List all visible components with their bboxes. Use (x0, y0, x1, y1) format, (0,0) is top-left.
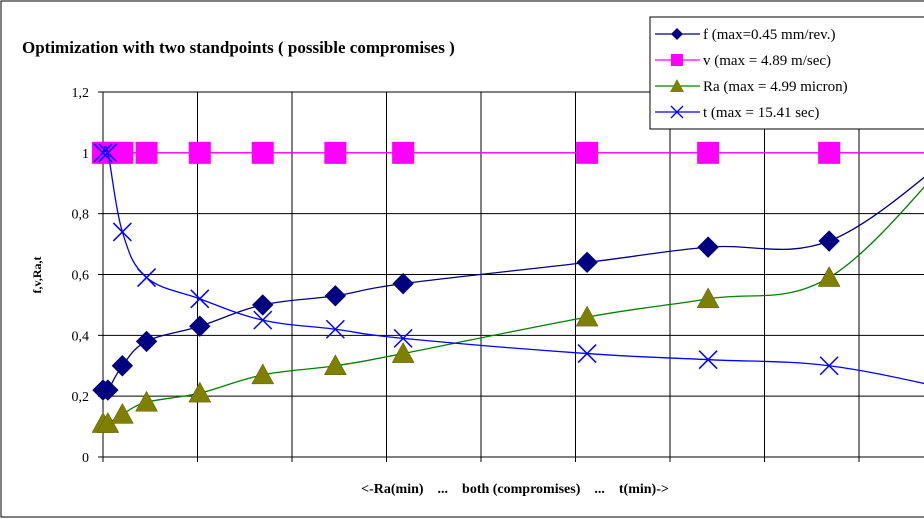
legend-marker (671, 54, 683, 66)
data-point (698, 350, 718, 370)
legend-marker (671, 28, 683, 40)
series-diamond (92, 176, 924, 401)
data-point (392, 141, 415, 164)
data-point (392, 272, 414, 295)
data-point (576, 251, 598, 274)
y-tick-labels: 0 0,2 0,4 0,6 0,8 1 1,2 (72, 86, 90, 466)
series-x (93, 143, 924, 385)
data-point (137, 268, 157, 288)
legend-label: v (max = 4.89 m/sec) (703, 53, 831, 69)
y-tick-label: 0 (82, 451, 89, 466)
legend-label: f (max=0.45 mm/rev.) (703, 27, 835, 43)
legend-item: v (max = 4.89 m/sec) (655, 53, 831, 69)
legend-item: f (max=0.45 mm/rev.) (655, 27, 835, 43)
y-tick-label: 1 (82, 147, 89, 162)
series-triangle (91, 186, 924, 433)
legend-item: Ra (max = 4.99 micron) (655, 79, 848, 95)
data-point (110, 402, 134, 424)
y-tick-label: 0,2 (72, 390, 90, 405)
data-point (188, 141, 211, 164)
data-point (189, 315, 211, 337)
data-point (818, 141, 841, 164)
data-point (393, 328, 413, 348)
data-point (391, 342, 415, 363)
legend: f (max=0.45 mm/rev.) v (max = 4.89 m/sec)… (649, 16, 924, 130)
data-point (98, 143, 118, 163)
legend-label: Ra (max = 4.99 micron) (703, 79, 848, 95)
series-group (91, 141, 924, 433)
x-axis-label: <-Ra(min) ... both (compromises) ... t(m… (361, 482, 669, 497)
data-point (576, 141, 599, 164)
data-point (696, 287, 720, 309)
data-point (251, 141, 274, 164)
data-point (324, 141, 347, 164)
data-point (135, 330, 158, 353)
data-point (323, 354, 347, 375)
y-axis-label: f,v,Ra,t (30, 257, 44, 294)
data-point (697, 236, 719, 258)
data-point (697, 141, 720, 164)
y-tick-label: 1,2 (72, 86, 90, 101)
data-point (251, 363, 275, 385)
legend-marker (670, 79, 684, 92)
legend-item: t (max = 15.41 sec) (655, 105, 819, 121)
legend-box (649, 16, 924, 130)
data-point (253, 310, 273, 330)
y-tick-label: 0,8 (72, 208, 90, 223)
y-tick-label: 0,6 (72, 269, 90, 284)
data-point (819, 356, 839, 376)
data-point (324, 285, 347, 307)
legend-marker (670, 105, 684, 119)
legend-label: t (max = 15.41 sec) (703, 105, 819, 121)
data-point (252, 294, 274, 316)
chart-title: Optimization with two standpoints ( poss… (22, 38, 455, 57)
y-tick-label: 0,4 (72, 329, 90, 344)
data-point (135, 141, 158, 164)
data-point (112, 222, 132, 242)
data-point (577, 344, 597, 364)
data-point (93, 143, 113, 163)
data-point (97, 379, 119, 401)
data-point (325, 319, 345, 339)
data-point (190, 289, 210, 309)
data-point (135, 390, 158, 412)
data-point (575, 305, 599, 327)
data-point (188, 381, 212, 403)
data-point (111, 141, 134, 164)
data-point (817, 266, 841, 287)
data-point (818, 230, 840, 252)
data-point (111, 355, 134, 377)
